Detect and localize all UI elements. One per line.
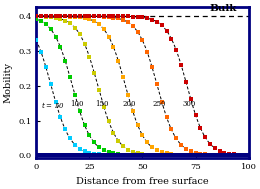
Text: 150: 150 — [95, 100, 109, 108]
Y-axis label: Mobility: Mobility — [3, 62, 12, 103]
Text: 250: 250 — [153, 100, 166, 108]
Text: 300: 300 — [183, 100, 196, 108]
Text: 200: 200 — [123, 100, 136, 108]
Text: Bulk: Bulk — [209, 4, 237, 13]
Text: $t$ = 50: $t$ = 50 — [41, 100, 65, 110]
X-axis label: Distance from free surface: Distance from free surface — [76, 177, 209, 186]
Text: 100: 100 — [70, 100, 83, 108]
